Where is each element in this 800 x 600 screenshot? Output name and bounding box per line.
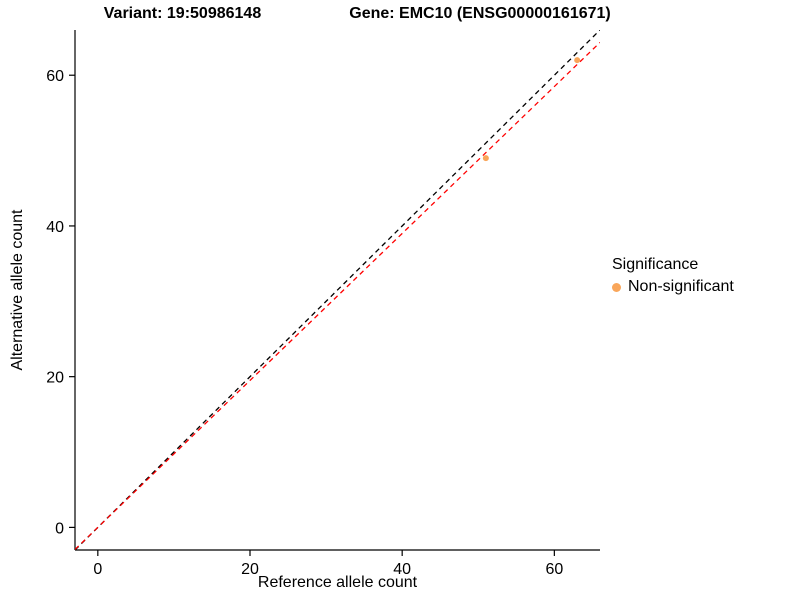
legend-point-icon bbox=[612, 282, 621, 292]
fit-line bbox=[75, 41, 600, 550]
gene-title: Gene: EMC10 (ENSG00000161671) bbox=[349, 5, 611, 22]
variant-title: Variant: 19:50986148 bbox=[103, 5, 262, 22]
legend-title: Significance bbox=[612, 256, 699, 273]
data-point bbox=[482, 155, 489, 162]
legend: Significance Non-significant bbox=[612, 256, 734, 296]
identity-line bbox=[75, 30, 600, 550]
y-axis-label: Alternative allele count bbox=[9, 209, 26, 371]
x-tick-label: 20 bbox=[241, 561, 259, 578]
data-point bbox=[574, 57, 581, 64]
y-tick-label: 0 bbox=[55, 520, 64, 537]
y-tick-label: 20 bbox=[46, 370, 64, 387]
y-tick-label: 60 bbox=[46, 68, 64, 85]
legend-entry: Non-significant bbox=[612, 278, 734, 296]
legend-entry-label: Non-significant bbox=[628, 278, 734, 295]
x-axis-label: Reference allele count bbox=[257, 574, 418, 591]
x-tick-label: 40 bbox=[393, 561, 411, 578]
y-tick-label: 40 bbox=[46, 219, 64, 236]
x-tick-label: 60 bbox=[545, 561, 563, 578]
x-tick-label: 0 bbox=[93, 561, 102, 578]
